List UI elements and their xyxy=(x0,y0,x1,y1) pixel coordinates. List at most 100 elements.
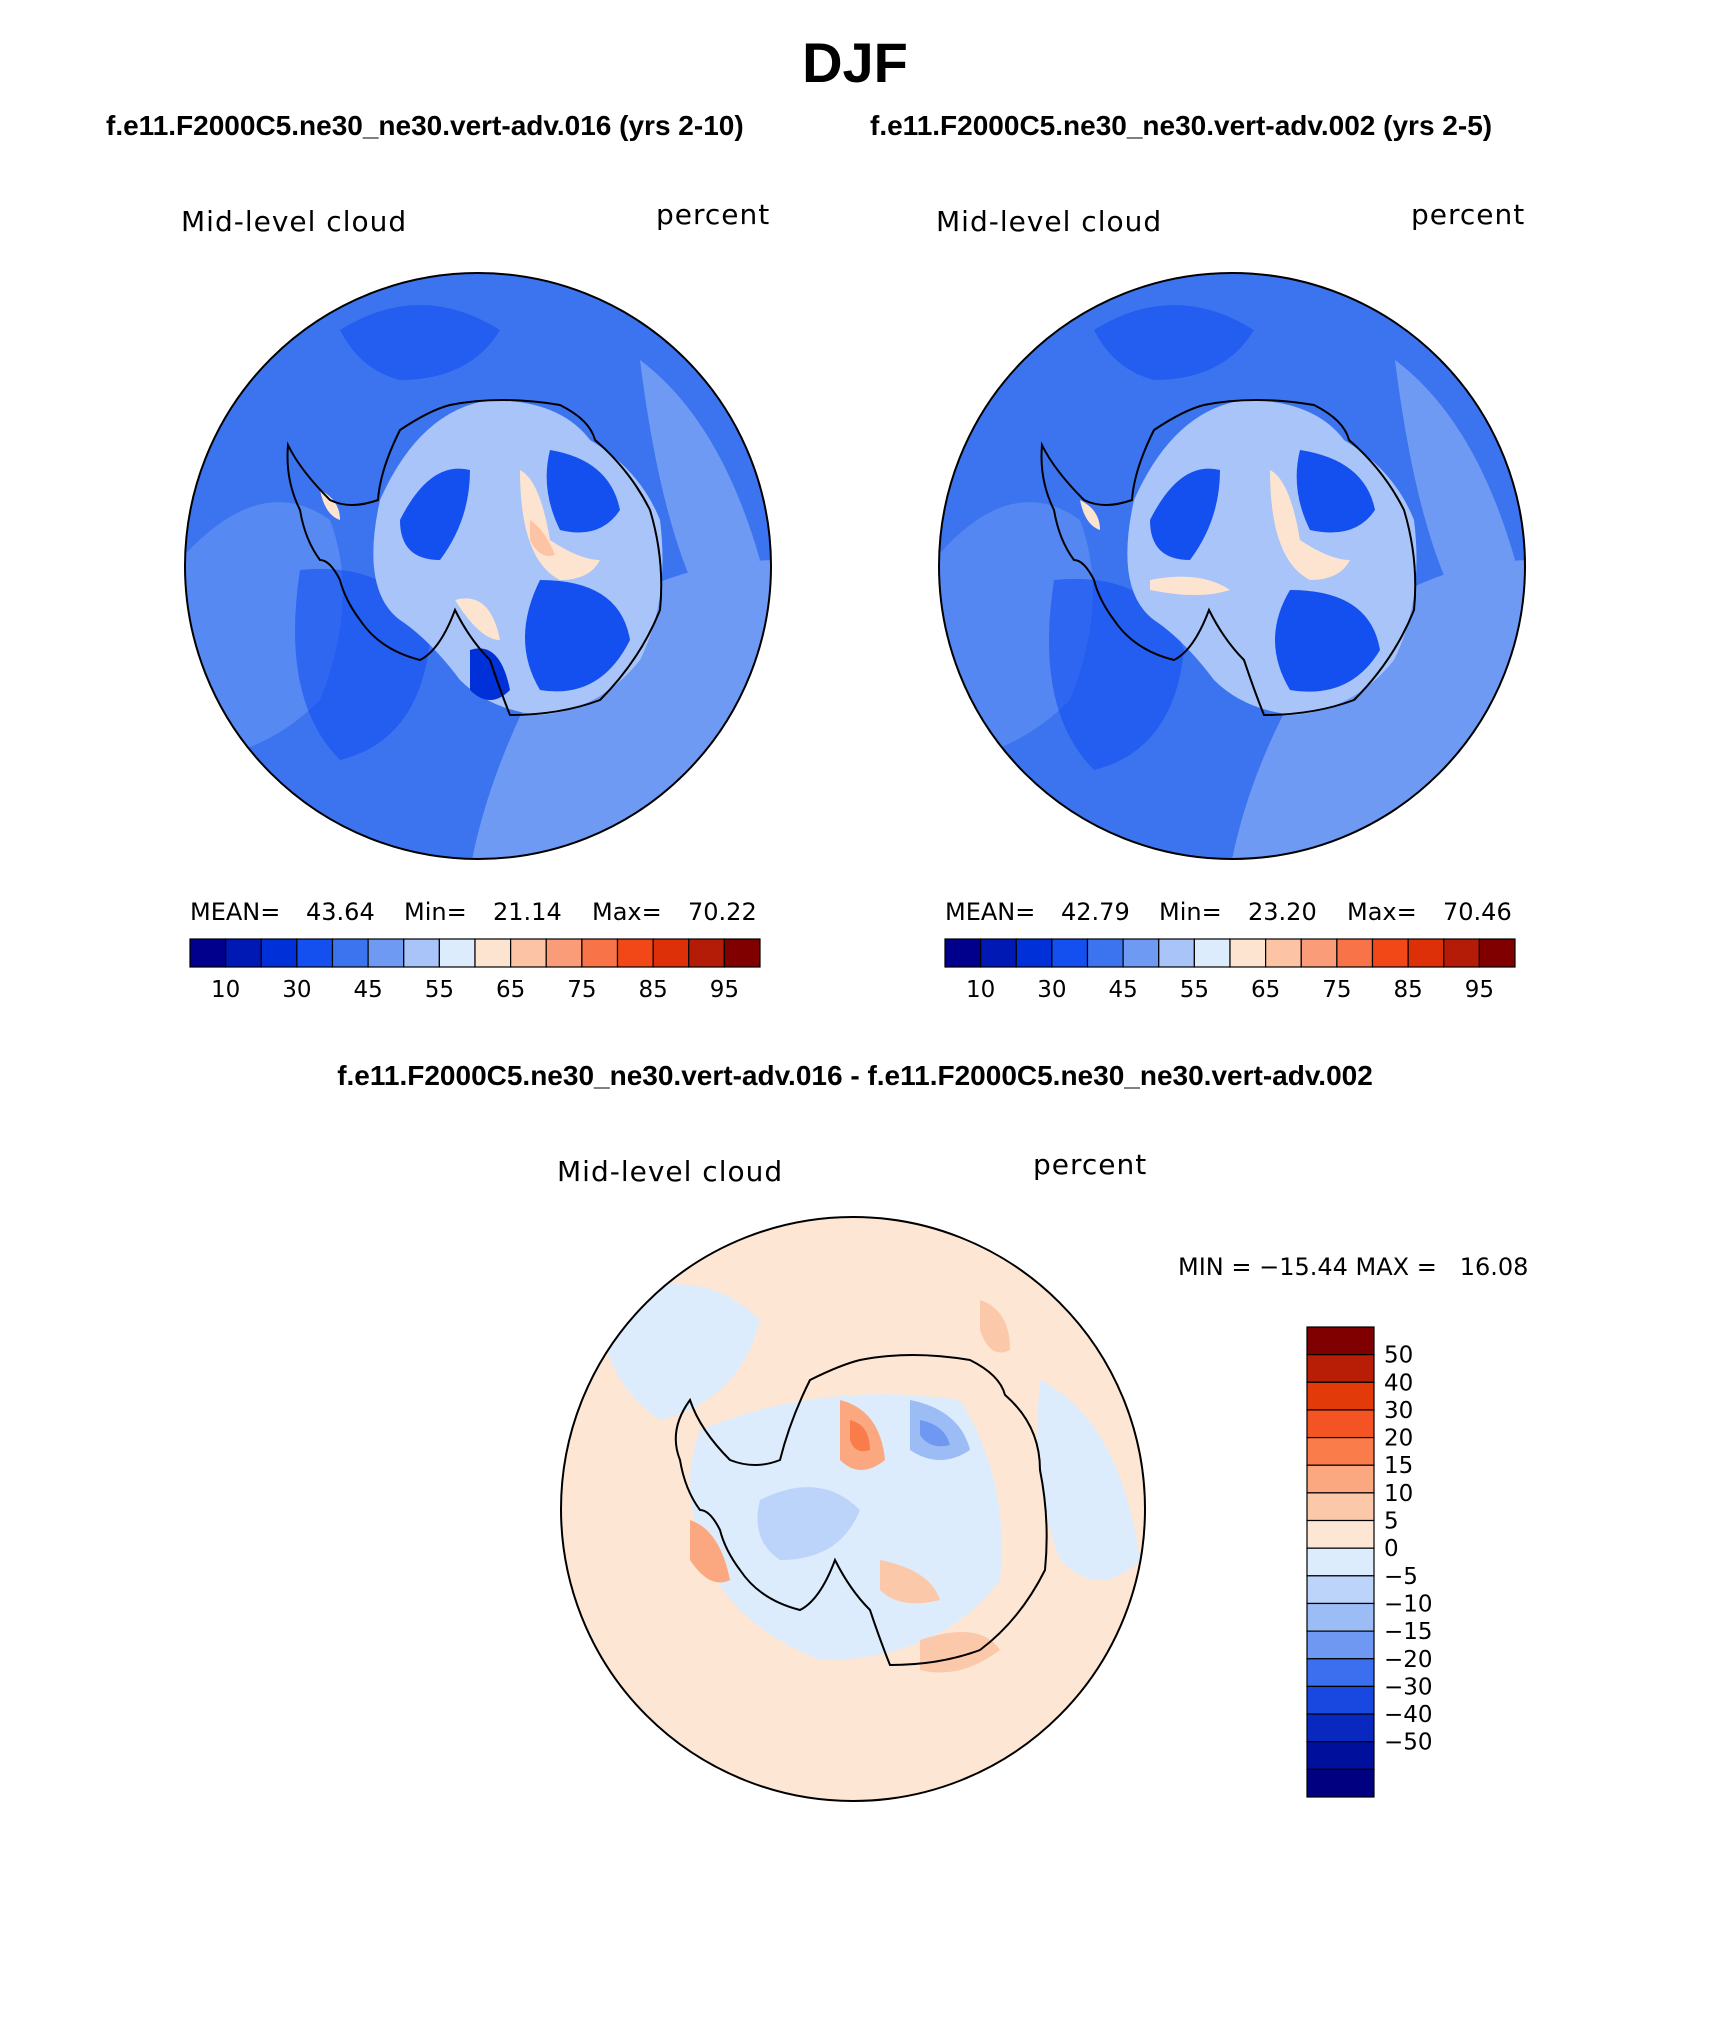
panel2-colorbar-swatch xyxy=(1265,938,1302,968)
panel1-min-value: 21.14 xyxy=(493,898,562,926)
diff-colorbar-tick-label: −40 xyxy=(1384,1702,1433,1728)
panel1-colorbar-swatch xyxy=(723,938,761,968)
panel2-mean-value: 42.79 xyxy=(1061,898,1130,926)
panel1-colorbar-tick-label: 85 xyxy=(638,977,667,1003)
diff-colorbar-tick-label: 50 xyxy=(1384,1343,1413,1369)
diff-colorbar-tick-label: 20 xyxy=(1384,1426,1413,1452)
panel2-min-value: 23.20 xyxy=(1248,898,1317,926)
panel2-units-label: percent xyxy=(1411,198,1526,231)
panel2-colorbar-swatch xyxy=(1478,938,1516,968)
panel1-colorbar: 10 30 45 55 65 75 85 95 xyxy=(189,938,761,1003)
diff-panel-title: f.e11.F2000C5.ne30_ne30.vert-adv.016 - f… xyxy=(337,1060,1373,1091)
diff-colorbar-swatch xyxy=(1306,1326,1375,1356)
panel1-colorbar-tick-label: 95 xyxy=(710,977,739,1003)
diff-colorbar-tick-label: −30 xyxy=(1384,1674,1433,1700)
diff-variable-label: Mid-level cloud xyxy=(557,1155,784,1188)
diff-colorbar-swatch xyxy=(1306,1575,1375,1605)
diff-map xyxy=(560,1216,1146,1802)
panel1-colorbar-swatch xyxy=(438,938,476,968)
panel1-units-label: percent xyxy=(656,198,771,231)
panel1-colorbar-tick-label: 65 xyxy=(496,977,525,1003)
diff-colorbar-tick-label: 10 xyxy=(1384,1481,1413,1507)
diff-colorbar-tick-label: 15 xyxy=(1384,1453,1413,1479)
panel1-map xyxy=(184,272,772,860)
panel1-variable-label: Mid-level cloud xyxy=(181,205,408,238)
diff-colorbar-swatch xyxy=(1306,1464,1375,1494)
panel1-colorbar-tick-label: 45 xyxy=(353,977,382,1003)
panel1-colorbar-swatch xyxy=(616,938,654,968)
panel1-case-title: f.e11.F2000C5.ne30_ne30.vert-adv.016 (yr… xyxy=(106,110,744,141)
diff-colorbar-swatch xyxy=(1306,1741,1375,1770)
panel2-max-label: Max= xyxy=(1347,898,1417,926)
panel2-colorbar-swatch xyxy=(1229,938,1267,968)
panel1-colorbar-swatch xyxy=(367,938,405,968)
panel2-colorbar-swatch xyxy=(980,938,1017,968)
panel1-max-label: Max= xyxy=(592,898,662,926)
panel2-colorbar-tick-label: 65 xyxy=(1251,977,1280,1003)
panel1-colorbar-swatch xyxy=(189,938,227,968)
diff-colorbar-tick-label: 5 xyxy=(1384,1509,1399,1535)
diff-colorbar-tick-label: −50 xyxy=(1384,1730,1433,1756)
panel1-colorbar-swatch xyxy=(581,938,619,968)
diff-colorbar-tick-label: 30 xyxy=(1384,1398,1413,1424)
panel2-variable-label: Mid-level cloud xyxy=(936,205,1163,238)
diff-colorbar-swatch xyxy=(1306,1381,1375,1411)
panel1-colorbar-swatch xyxy=(688,938,725,968)
panel2-colorbar-tick-label: 45 xyxy=(1108,977,1137,1003)
diff-colorbar-tick-label: −20 xyxy=(1384,1647,1433,1673)
panel2-colorbar-swatch xyxy=(1193,938,1231,968)
panel2-colorbar-swatch xyxy=(1122,938,1160,968)
diff-colorbar-tick-label: −5 xyxy=(1384,1564,1418,1590)
panel1-colorbar-swatch xyxy=(652,938,690,968)
panel1-colorbar-tick-label: 75 xyxy=(567,977,596,1003)
panel2-colorbar-tick-label: 55 xyxy=(1180,977,1209,1003)
panel2-colorbar-tick-label: 85 xyxy=(1393,977,1422,1003)
panel1-colorbar-swatch xyxy=(296,938,334,968)
diff-colorbar-swatch xyxy=(1306,1658,1375,1688)
panel2-max-value: 70.46 xyxy=(1443,898,1512,926)
panel1-min-label: Min= xyxy=(404,898,467,926)
panel2-colorbar-tick-label: 95 xyxy=(1465,977,1494,1003)
diff-colorbar-swatch xyxy=(1306,1409,1375,1439)
panel2-colorbar-tick-label: 30 xyxy=(1037,977,1066,1003)
diff-colorbar-swatch xyxy=(1306,1685,1375,1715)
panel2-colorbar-swatch xyxy=(1443,938,1480,968)
diff-minmax-label: MIN = −15.44 MAX = 16.08 xyxy=(1178,1253,1529,1281)
diff-colorbar-swatch xyxy=(1306,1602,1375,1632)
panel2-colorbar-swatch xyxy=(1300,938,1338,968)
panel2-colorbar-swatch xyxy=(1371,938,1409,968)
panel1-colorbar-tick-label: 30 xyxy=(282,977,311,1003)
panel2-mean-label: MEAN= xyxy=(945,898,1036,926)
diff-colorbar-swatch xyxy=(1306,1492,1375,1522)
panel2-colorbar-swatch xyxy=(1336,938,1374,968)
panel1-colorbar-swatch xyxy=(510,938,547,968)
diff-colorbar-tick-label: 40 xyxy=(1384,1370,1413,1396)
diff-colorbar-swatch xyxy=(1306,1547,1375,1577)
panel2-colorbar-swatch xyxy=(944,938,982,968)
panel1-max-value: 70.22 xyxy=(688,898,757,926)
diff-colorbar-swatch xyxy=(1306,1519,1375,1549)
panel1-colorbar-swatch xyxy=(331,938,369,968)
diff-colorbar-swatch xyxy=(1306,1713,1375,1743)
diff-colorbar-tick-label: 0 xyxy=(1384,1536,1399,1562)
panel2-map xyxy=(938,272,1526,860)
figure-title: DJF xyxy=(802,31,908,94)
diff-units-label: percent xyxy=(1033,1148,1148,1181)
panel2-colorbar-swatch xyxy=(1051,938,1089,968)
panel2-colorbar-swatch xyxy=(1086,938,1124,968)
diff-colorbar-tick-label: −15 xyxy=(1384,1619,1433,1645)
panel2-colorbar-tick-label: 75 xyxy=(1322,977,1351,1003)
panel1-mean-value: 43.64 xyxy=(306,898,375,926)
panel1-colorbar-swatch xyxy=(260,938,298,968)
panel1-colorbar-swatch xyxy=(474,938,512,968)
panel2-colorbar-swatch xyxy=(1015,938,1053,968)
diff-colorbar-swatch xyxy=(1306,1768,1375,1798)
diff-colorbar-tick-label: −10 xyxy=(1384,1591,1433,1617)
panel2-colorbar: 10 30 45 55 65 75 85 95 xyxy=(944,938,1516,1003)
panel2-colorbar-swatch xyxy=(1158,938,1195,968)
panel1-mean-label: MEAN= xyxy=(190,898,281,926)
panel1-colorbar-swatch xyxy=(545,938,583,968)
panel2-colorbar-swatch xyxy=(1407,938,1445,968)
